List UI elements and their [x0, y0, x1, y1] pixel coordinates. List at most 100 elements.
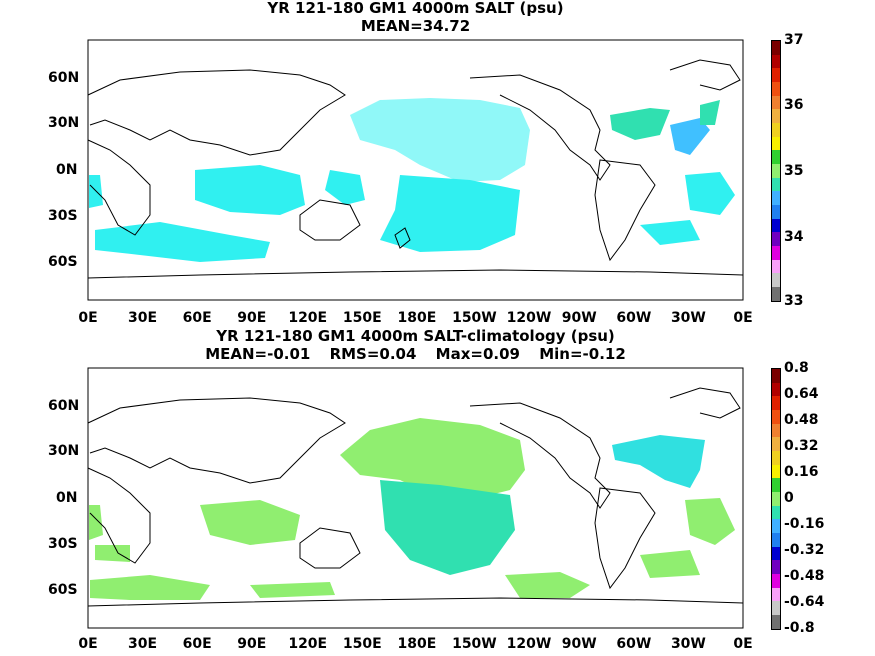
panel1-coastlines [87, 59, 744, 279]
panel1-region-atl-east [700, 100, 720, 125]
panel2-ytick: 0N [56, 490, 78, 506]
panel1-xtick: 0E [733, 310, 753, 326]
panel1-ytick: 30N [48, 115, 80, 131]
colorbar-swatch [772, 54, 780, 69]
panel1-xtick: 60W [616, 310, 652, 326]
panel1-xtick: 120E [288, 310, 328, 326]
panel1-stats: MEAN=34.72 [88, 18, 743, 35]
colorbar-swatch [772, 287, 780, 301]
colorbar-swatch [772, 519, 780, 534]
colorbar-swatch [772, 273, 780, 288]
panel2-region-indian-ocean [200, 500, 300, 545]
colorbar-swatch [772, 464, 780, 479]
colorbar-swatch [772, 478, 780, 493]
panel2-xtick: 30E [128, 636, 158, 652]
colorbar-swatch [772, 259, 780, 274]
panel2-field [89, 418, 735, 600]
colorbar-swatch [772, 574, 780, 588]
colorbar-swatch [772, 177, 780, 192]
panel1-xtick: 90W [561, 310, 597, 326]
panel1-ytick: 60N [48, 70, 80, 86]
colorbar-swatch [772, 136, 780, 151]
panel2-xtick: 0E [733, 636, 753, 652]
colorbar-swatch [772, 82, 780, 96]
panel2-xtick: 180E [397, 636, 437, 652]
colorbar-swatch [772, 109, 780, 124]
colorbar-swatch [772, 150, 780, 165]
panel2-cb-label: 0.16 [784, 464, 819, 480]
panel1-xtick: 150E [342, 310, 382, 326]
panel1-field [89, 98, 735, 262]
panel2-region-south-atl [640, 550, 700, 578]
colorbar-swatch [772, 382, 780, 397]
panel2-cb-label: 0 [784, 490, 794, 506]
panel1-xtick: 180E [397, 310, 437, 326]
panel1-region-north-atlantic [610, 108, 670, 140]
panel2-cb-label: -0.48 [784, 568, 825, 584]
panel2-region-sw-indian [95, 545, 130, 562]
panel2-colorbar [771, 368, 781, 630]
panel1-cb-label: 37 [784, 32, 804, 48]
panel1-cb-label: 36 [784, 97, 804, 113]
panel2-stat-max: Max=0.09 [435, 345, 520, 363]
panel2-stat-min: Min=-0.12 [539, 345, 626, 363]
panel2-region-southern-mid [250, 582, 335, 598]
panel2-title: YR 121-180 GM1 4000m SALT-climatology (p… [216, 327, 615, 345]
panel1-cb-label: 34 [784, 229, 804, 245]
colorbar-swatch [772, 232, 780, 247]
panel2-cb-label: 0.48 [784, 412, 819, 428]
panel2-xtick: 0E [78, 636, 98, 652]
panel2-stat-mean: MEAN=-0.01 [205, 345, 311, 363]
colorbar-swatch [772, 533, 780, 547]
colorbar-swatch [772, 164, 780, 178]
panel2-xtick: 150W [452, 636, 497, 652]
panel2-region-north-pacific [340, 418, 525, 500]
colorbar-swatch [772, 601, 780, 616]
panel1-xtick: 150W [452, 310, 497, 326]
panel2-region-south-pacific [380, 480, 515, 575]
panel1-region-south-pacific [380, 175, 520, 252]
colorbar-swatch [772, 546, 780, 561]
colorbar-swatch [772, 246, 780, 260]
panel2-xtick: 60E [182, 636, 212, 652]
colorbar-swatch [772, 451, 780, 465]
panel2-xtick: 150E [342, 636, 382, 652]
colorbar-swatch [772, 41, 780, 55]
panel2-region-southern-west [90, 575, 210, 600]
panel1-cb-label: 33 [784, 293, 804, 309]
panel1-xtick: 30E [128, 310, 158, 326]
panel2-cb-label: 0.32 [784, 438, 819, 454]
panel2-xtick: 30W [670, 636, 706, 652]
panel1-colorbar [771, 40, 781, 302]
panel2-ytick: 60N [48, 398, 80, 414]
colorbar-swatch [772, 123, 780, 137]
panel2-xtick: 90E [237, 636, 267, 652]
colorbar-swatch [772, 191, 780, 206]
panel1-region-west-pacific [325, 170, 365, 205]
panel1-region-indian-ocean [195, 165, 305, 215]
panel2-region-southern-pac [505, 572, 590, 598]
colorbar-swatch [772, 587, 780, 602]
panel2-stats: MEAN=-0.01 RMS=0.04 Max=0.09 Min=-0.12 [88, 346, 743, 363]
colorbar-swatch [772, 560, 780, 575]
colorbar-swatch [772, 423, 780, 438]
panel2-cb-label: 0.64 [784, 386, 819, 402]
panel2-stat-rms: RMS=0.04 [329, 345, 417, 363]
colorbar-swatch [772, 437, 780, 452]
panel2-cb-label: -0.16 [784, 516, 825, 532]
colorbar-swatch [772, 505, 780, 520]
panel1-cb-label: 35 [784, 163, 804, 179]
panel2-ytick: 30S [48, 536, 78, 552]
panel1-title: YR 121-180 GM1 4000m SALT (psu) [267, 0, 564, 17]
panel1-region-north-pacific [350, 98, 530, 182]
colorbar-swatch [772, 68, 780, 83]
panel2-xtick: 120E [288, 636, 328, 652]
panel2-region-north-atlantic [612, 435, 705, 488]
panel2-xtick: 120W [506, 636, 552, 652]
panel2-ytick: 60S [48, 582, 78, 598]
panel2-cb-label: -0.64 [784, 594, 825, 610]
panel1-stat-mean: MEAN=34.72 [360, 17, 471, 35]
colorbar-swatch [772, 492, 780, 506]
